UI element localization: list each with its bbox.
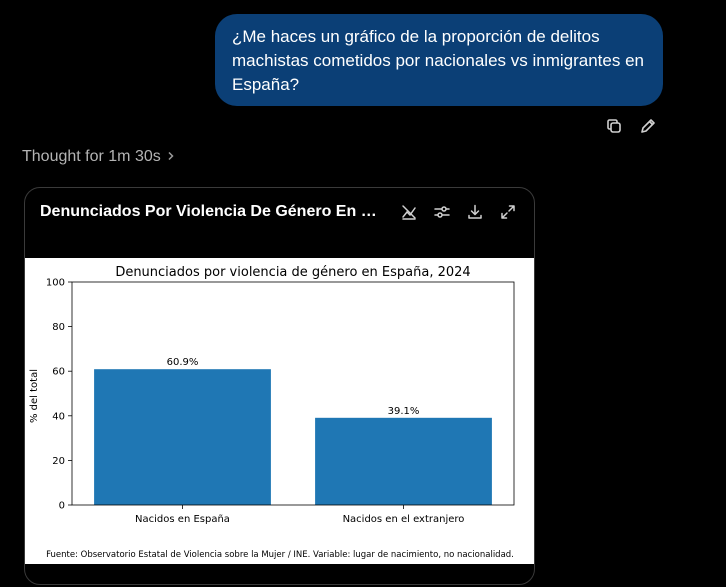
- edit-icon[interactable]: [638, 116, 658, 136]
- thought-toggle[interactable]: Thought for 1m 30s: [22, 148, 175, 166]
- chart-card: Denunciados Por Violencia De Género En E…: [24, 187, 535, 585]
- chart-axes: 60.9% Nacidos en España 39.1% Nacidos en el…: [46, 278, 515, 525]
- hide-chart-icon[interactable]: [399, 202, 418, 221]
- bar: [94, 369, 271, 505]
- bar-chart: Denunciados por violencia de género en E…: [29, 265, 515, 560]
- plot-frame: [71, 281, 515, 506]
- chart-footnote: Fuente: Observatorio Estatal de Violenci…: [46, 550, 514, 560]
- y-axis-label: % del total: [29, 369, 40, 423]
- sliders-icon[interactable]: [432, 202, 451, 221]
- thought-label: Thought for 1m 30s: [22, 148, 161, 165]
- bar-value-label: 60.9%: [167, 357, 199, 368]
- user-message-bubble: ¿Me haces un gráfico de la proporción de…: [215, 14, 663, 106]
- download-icon[interactable]: [465, 202, 484, 221]
- y-tick-label: 80: [52, 322, 65, 333]
- x-tick-label: Nacidos en el extranjero: [343, 514, 465, 525]
- copy-icon[interactable]: [604, 116, 624, 136]
- y-tick-label: 100: [46, 278, 65, 289]
- y-tick-label: 20: [52, 456, 65, 467]
- chart-card-toolbar: [399, 202, 517, 221]
- message-actions: [604, 116, 658, 136]
- x-tick-label: Nacidos en España: [135, 514, 230, 525]
- chart-card-header: Denunciados Por Violencia De Género En E…: [25, 188, 534, 258]
- expand-icon[interactable]: [498, 202, 517, 221]
- bar: [315, 417, 492, 505]
- user-message-text: ¿Me haces un gráfico de la proporción de…: [232, 27, 644, 94]
- y-tick-label: 60: [52, 367, 65, 378]
- y-tick-label: 40: [52, 411, 65, 422]
- chart-plot-area: Denunciados por violencia de género en E…: [25, 258, 534, 564]
- chevron-right-icon: [167, 148, 175, 166]
- chart-title: Denunciados por violencia de género en E…: [115, 265, 470, 280]
- chart-card-title: Denunciados Por Violencia De Género En E…: [40, 203, 385, 220]
- y-tick-label: 0: [59, 501, 65, 512]
- bar-value-label: 39.1%: [388, 406, 420, 417]
